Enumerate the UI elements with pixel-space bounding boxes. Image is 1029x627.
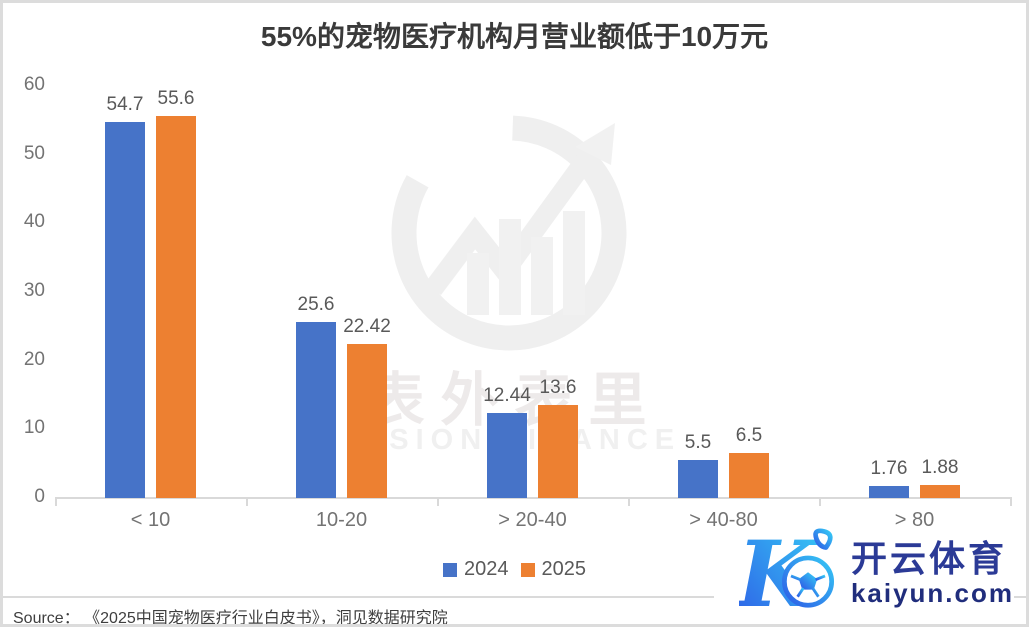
kaiyun-logo[interactable]: K 开云体育 kaiyun.com <box>714 526 1014 622</box>
x-axis-tick-mark <box>819 497 821 506</box>
legend: 2024 2025 <box>3 558 1026 581</box>
legend-item: 2024 <box>443 558 509 581</box>
bar-2024 <box>678 460 718 498</box>
kaiyun-k-icon: K <box>739 528 834 620</box>
y-axis-tick-label: 30 <box>23 280 45 301</box>
bar-value-label: 13.6 <box>539 376 577 398</box>
source-text: Source： 《2025中国宠物医疗行业白皮书》，洞见数据研究院 <box>13 610 448 627</box>
y-axis-tick-label: 10 <box>23 417 45 439</box>
watermark-arrowhead <box>575 123 615 165</box>
bar-2024 <box>487 412 527 498</box>
x-axis-tick-mark <box>628 497 630 506</box>
bar-2025 <box>347 344 387 498</box>
x-axis-line <box>55 497 1010 499</box>
bar-2025 <box>920 485 960 498</box>
bar-2024 <box>296 322 336 498</box>
x-axis-tick-mark <box>437 497 439 506</box>
x-axis-tick-mark <box>246 497 248 506</box>
bar-value-label: 1.88 <box>921 457 959 479</box>
legend-label: 2025 <box>541 558 587 580</box>
legend-item: 2025 <box>520 558 587 581</box>
watermark-logo-icon <box>391 115 627 351</box>
bar-2025 <box>729 453 769 498</box>
chart-title: 55%的宠物医疗机构月营业额低于10万元 <box>260 21 769 52</box>
y-axis-tick-label: 40 <box>23 211 45 233</box>
bar-value-label: 1.76 <box>870 457 908 479</box>
kaiyun-brand-text: 开云体育 <box>850 538 1007 580</box>
bar-2025 <box>538 404 578 498</box>
y-axis-tick-label: 60 <box>23 74 45 95</box>
bar-2024 <box>105 122 145 498</box>
kaiyun-domain-text: kaiyun.com <box>850 578 1014 609</box>
y-axis-tick-label: 20 <box>23 348 45 370</box>
y-axis-tick-label: 0 <box>34 486 45 507</box>
bar-value-label: 5.5 <box>684 432 712 454</box>
bar-value-label: 22.42 <box>343 316 391 338</box>
x-axis-category-label: > 20-40 <box>498 509 567 531</box>
legend-swatch <box>520 562 535 577</box>
legend-swatch <box>443 562 457 577</box>
x-axis-category-label: 10-20 <box>315 509 368 531</box>
x-axis-tick-mark <box>1010 497 1012 506</box>
x-axis-tick-mark <box>55 497 57 506</box>
bar-2025 <box>156 116 196 498</box>
bar-value-label: 55.6 <box>157 88 195 110</box>
x-axis-category-label: > 40-80 <box>689 509 758 531</box>
x-axis-category-label: < 10 <box>130 509 171 531</box>
bar-2024 <box>869 485 909 498</box>
y-axis-tick-label: 50 <box>23 142 45 164</box>
bar-value-label: 6.5 <box>735 425 763 447</box>
logo-curl <box>813 528 833 550</box>
bar-value-label: 12.44 <box>483 384 531 406</box>
legend-label: 2024 <box>464 558 509 580</box>
bar-value-label: 54.7 <box>106 94 144 116</box>
bar-value-label: 25.6 <box>297 294 335 316</box>
x-axis-category-label: > 80 <box>894 509 935 531</box>
divider-line <box>3 596 1026 598</box>
